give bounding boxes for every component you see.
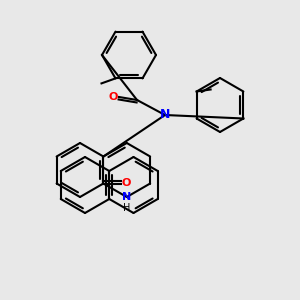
Text: O: O xyxy=(108,92,118,102)
Text: N: N xyxy=(122,192,131,202)
Text: N: N xyxy=(160,109,170,122)
Text: H: H xyxy=(123,203,130,213)
Text: O: O xyxy=(122,178,131,188)
